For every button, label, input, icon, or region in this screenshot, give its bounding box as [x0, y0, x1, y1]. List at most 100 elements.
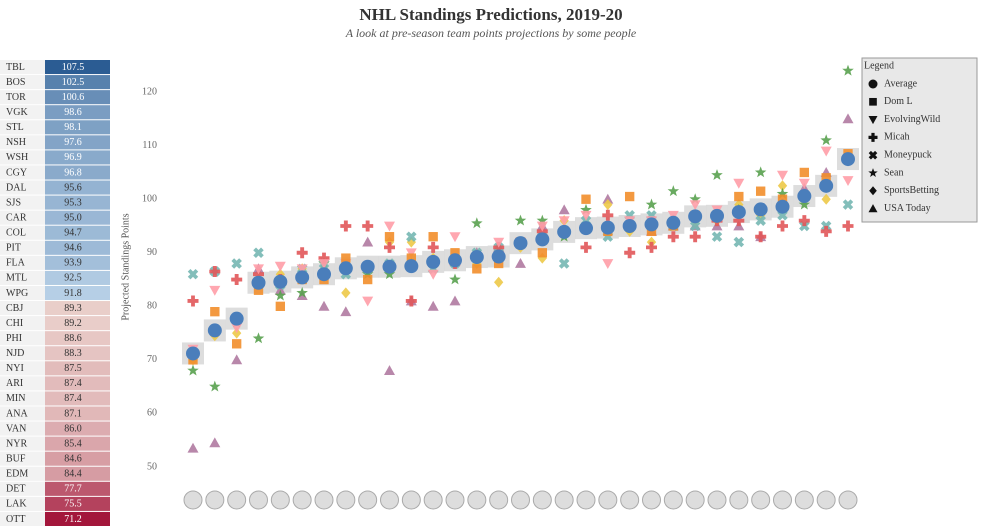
y-tick-label: 90 [147, 247, 157, 258]
team-label: STL [6, 122, 24, 133]
point [472, 264, 482, 274]
table-value: 84.6 [64, 454, 82, 465]
team-logo [314, 490, 334, 510]
point [689, 231, 701, 243]
table-value: 87.4 [64, 393, 82, 404]
legend-label: USA Today [884, 203, 931, 214]
table-value-cell [45, 195, 110, 210]
point [209, 285, 221, 296]
point [231, 354, 243, 365]
point [733, 236, 745, 248]
team-logo [292, 490, 312, 510]
table-label-cell [0, 316, 45, 331]
team-logo [401, 490, 421, 510]
team-logo [423, 490, 443, 510]
point [231, 274, 243, 285]
point [689, 193, 701, 205]
team-label: NJD [6, 348, 24, 359]
point [734, 191, 744, 202]
point [777, 180, 788, 192]
team-label: WPG [6, 288, 28, 299]
table-label-cell [0, 135, 45, 150]
table-label-cell [0, 285, 45, 301]
table-label-cell [0, 391, 45, 406]
team-label: DET [6, 484, 25, 495]
legend-marker [868, 204, 878, 213]
point [579, 221, 593, 236]
point [842, 199, 854, 210]
team-label: NSH [6, 137, 26, 148]
table-value: 94.6 [64, 243, 82, 254]
table-label-cell [0, 451, 45, 466]
table-value: 94.7 [64, 228, 82, 239]
table-value: 71.2 [64, 514, 82, 525]
table-value: 87.4 [64, 378, 82, 389]
table-value-cell [45, 391, 110, 406]
point [513, 236, 528, 251]
point [274, 289, 287, 301]
team-logo [205, 490, 225, 510]
point [318, 259, 330, 269]
point [427, 300, 439, 311]
point [273, 274, 288, 289]
point [841, 152, 855, 167]
point [624, 191, 635, 202]
table-value-cell [45, 240, 110, 255]
team-label: FLA [6, 258, 26, 269]
table-label-cell [0, 421, 45, 436]
table-value-cell [45, 331, 110, 346]
point [622, 219, 637, 233]
point [384, 232, 395, 242]
point [340, 306, 352, 317]
point [494, 276, 504, 288]
point [426, 254, 441, 269]
table-label-cell [0, 466, 45, 481]
point [755, 186, 766, 196]
table-label-cell [0, 195, 45, 210]
point [580, 241, 592, 253]
point [775, 199, 790, 214]
team-logo [620, 490, 640, 510]
table-value-cell [45, 406, 110, 421]
team-label: CGY [6, 167, 27, 178]
point [318, 300, 330, 311]
legend-marker [868, 168, 878, 177]
point [797, 189, 812, 204]
point [558, 204, 570, 215]
y-tick-label: 50 [147, 461, 157, 472]
point [405, 295, 417, 307]
legend-marker [868, 132, 878, 142]
point [341, 253, 351, 263]
table-value: 98.6 [64, 107, 82, 118]
legend-label: Dom L [884, 96, 913, 107]
legend-label: EvolvingWild [884, 114, 940, 125]
y-tick-label: 70 [147, 354, 157, 365]
point [842, 220, 854, 232]
table-value: 95.0 [64, 212, 82, 223]
point [819, 178, 834, 193]
team-label: EDM [6, 469, 28, 480]
table-label-cell [0, 165, 45, 180]
point [536, 221, 548, 232]
table-label-cell [0, 225, 45, 240]
point [842, 176, 854, 186]
table-value-cell [45, 180, 110, 195]
team-label: SJS [6, 197, 21, 208]
point [209, 266, 221, 277]
table-value-cell [45, 481, 110, 496]
team-label: BUF [6, 454, 26, 465]
y-tick-label: 60 [147, 408, 157, 419]
point [755, 231, 767, 243]
team-label: NYR [6, 438, 27, 449]
legend-label: Average [884, 78, 918, 89]
point [821, 173, 831, 183]
point [602, 259, 614, 269]
table-value: 96.9 [64, 152, 82, 163]
point [405, 248, 417, 259]
point [644, 217, 659, 232]
team-logo [489, 490, 509, 510]
team-logo [729, 490, 749, 510]
point [733, 178, 745, 189]
team-logo [685, 490, 705, 510]
point [275, 301, 286, 311]
